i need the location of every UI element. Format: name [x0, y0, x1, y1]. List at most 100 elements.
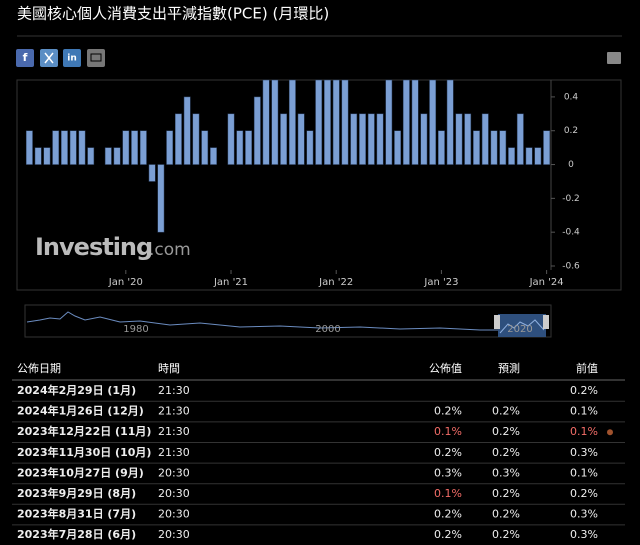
navigator-frame — [24, 304, 552, 338]
bar — [341, 79, 349, 165]
bar — [499, 130, 507, 165]
row-date: 2024年2月29日 (1月) — [17, 383, 136, 397]
x-tick-label: Jan '20 — [108, 277, 143, 288]
bar — [446, 79, 454, 165]
cell: 0.3% — [434, 466, 462, 479]
bar — [288, 79, 296, 165]
cell: 0.2% — [492, 425, 520, 438]
bar — [210, 147, 217, 165]
bar — [516, 113, 524, 165]
email-icon — [90, 53, 102, 62]
bar — [192, 113, 200, 165]
facebook-icon: f — [23, 51, 28, 64]
bar — [473, 130, 480, 165]
bar — [183, 96, 191, 165]
linkedin-button[interactable] — [63, 49, 81, 67]
cell: 20:30 — [158, 528, 190, 541]
y-tick-label: 0.2 — [564, 126, 578, 136]
bar — [69, 130, 77, 165]
navigator-selection[interactable] — [498, 314, 546, 337]
cell: 0.1% — [434, 425, 462, 438]
navigator-label: 1980 — [123, 324, 148, 335]
cell: 0.2% — [434, 446, 462, 459]
print-button[interactable] — [607, 52, 621, 64]
bar — [306, 130, 314, 165]
cell: 0.2% — [434, 508, 462, 521]
bar — [113, 147, 121, 165]
bar — [534, 147, 542, 165]
bar — [262, 79, 270, 165]
bar — [525, 147, 533, 165]
cell: 0.3% — [570, 446, 598, 459]
bar — [464, 113, 472, 165]
bar — [52, 130, 60, 165]
bar — [481, 113, 489, 165]
cell: 0.2% — [570, 487, 598, 500]
cell: 20:30 — [158, 466, 190, 479]
bar — [350, 113, 358, 165]
alert-dot — [607, 429, 613, 436]
bar — [139, 130, 147, 165]
bar — [157, 164, 165, 233]
cell: 0.1% — [434, 487, 462, 500]
cell: 0.3% — [570, 528, 598, 541]
bar — [61, 130, 68, 165]
row-date: 2023年11月30日 (10月) — [17, 445, 151, 459]
x-tick-label: Jan '24 — [529, 277, 564, 288]
linkedin-icon: in — [67, 54, 77, 64]
navigator-label: 2020 — [507, 324, 532, 335]
x-icon — [44, 52, 54, 64]
navigator-labels: 1980 2000 2020 — [123, 324, 532, 335]
navigator-handle[interactable] — [494, 315, 500, 329]
title: 美國核心個人消費支出平減指數(PCE) (月環比) — [17, 5, 329, 23]
bar — [78, 130, 86, 165]
bar — [201, 130, 209, 165]
navigator-handle[interactable] — [543, 315, 549, 329]
bar — [245, 130, 252, 165]
bar — [394, 130, 401, 165]
y-tick-label: -0.2 — [562, 194, 580, 204]
bar — [332, 79, 340, 165]
bar — [271, 79, 279, 165]
bar — [385, 79, 393, 165]
bar — [43, 147, 51, 165]
y-tick-label: -0.4 — [562, 228, 580, 238]
column-header: 時間 — [158, 362, 180, 375]
y-tick-label: 0 — [568, 160, 574, 170]
cell: 0.2% — [434, 528, 462, 541]
cell: 0.2% — [492, 405, 520, 418]
bar — [148, 164, 156, 182]
facebook-button[interactable] — [16, 49, 34, 67]
cell: 0.2% — [570, 384, 598, 397]
watermark-suffix: .com — [149, 240, 191, 260]
cell: 21:30 — [158, 384, 190, 397]
bar — [367, 113, 375, 165]
email-button[interactable] — [87, 49, 105, 67]
bar — [25, 130, 33, 165]
bar — [402, 79, 410, 165]
cell: 20:30 — [158, 487, 190, 500]
navigator-line — [26, 311, 498, 331]
bar — [87, 147, 95, 165]
bar — [104, 147, 112, 165]
bar — [253, 96, 261, 165]
column-header: 公佈日期 — [17, 361, 61, 375]
cell: 0.3% — [492, 466, 520, 479]
watermark: Investing — [35, 233, 152, 261]
bar — [227, 113, 235, 165]
bar — [376, 113, 384, 165]
table: 公佈日期 時間 公佈值 預測 前值 2024年2月29日 (1月) 21:30 0.2% 202… — [12, 361, 625, 541]
row-date: 2023年9月29日 (8月) — [17, 486, 136, 500]
bar — [236, 130, 244, 165]
y-tick-label: 0.4 — [564, 92, 579, 102]
column-header: 預測 — [498, 361, 520, 375]
row-date: 2023年12月22日 (11月) — [17, 424, 151, 438]
cell: 21:30 — [158, 425, 190, 438]
bar — [131, 130, 138, 165]
cell: 0.2% — [434, 405, 462, 418]
bar — [438, 130, 445, 165]
cell: 0.1% — [570, 405, 598, 418]
cell: 0.1% — [570, 425, 598, 438]
bar — [543, 130, 551, 165]
